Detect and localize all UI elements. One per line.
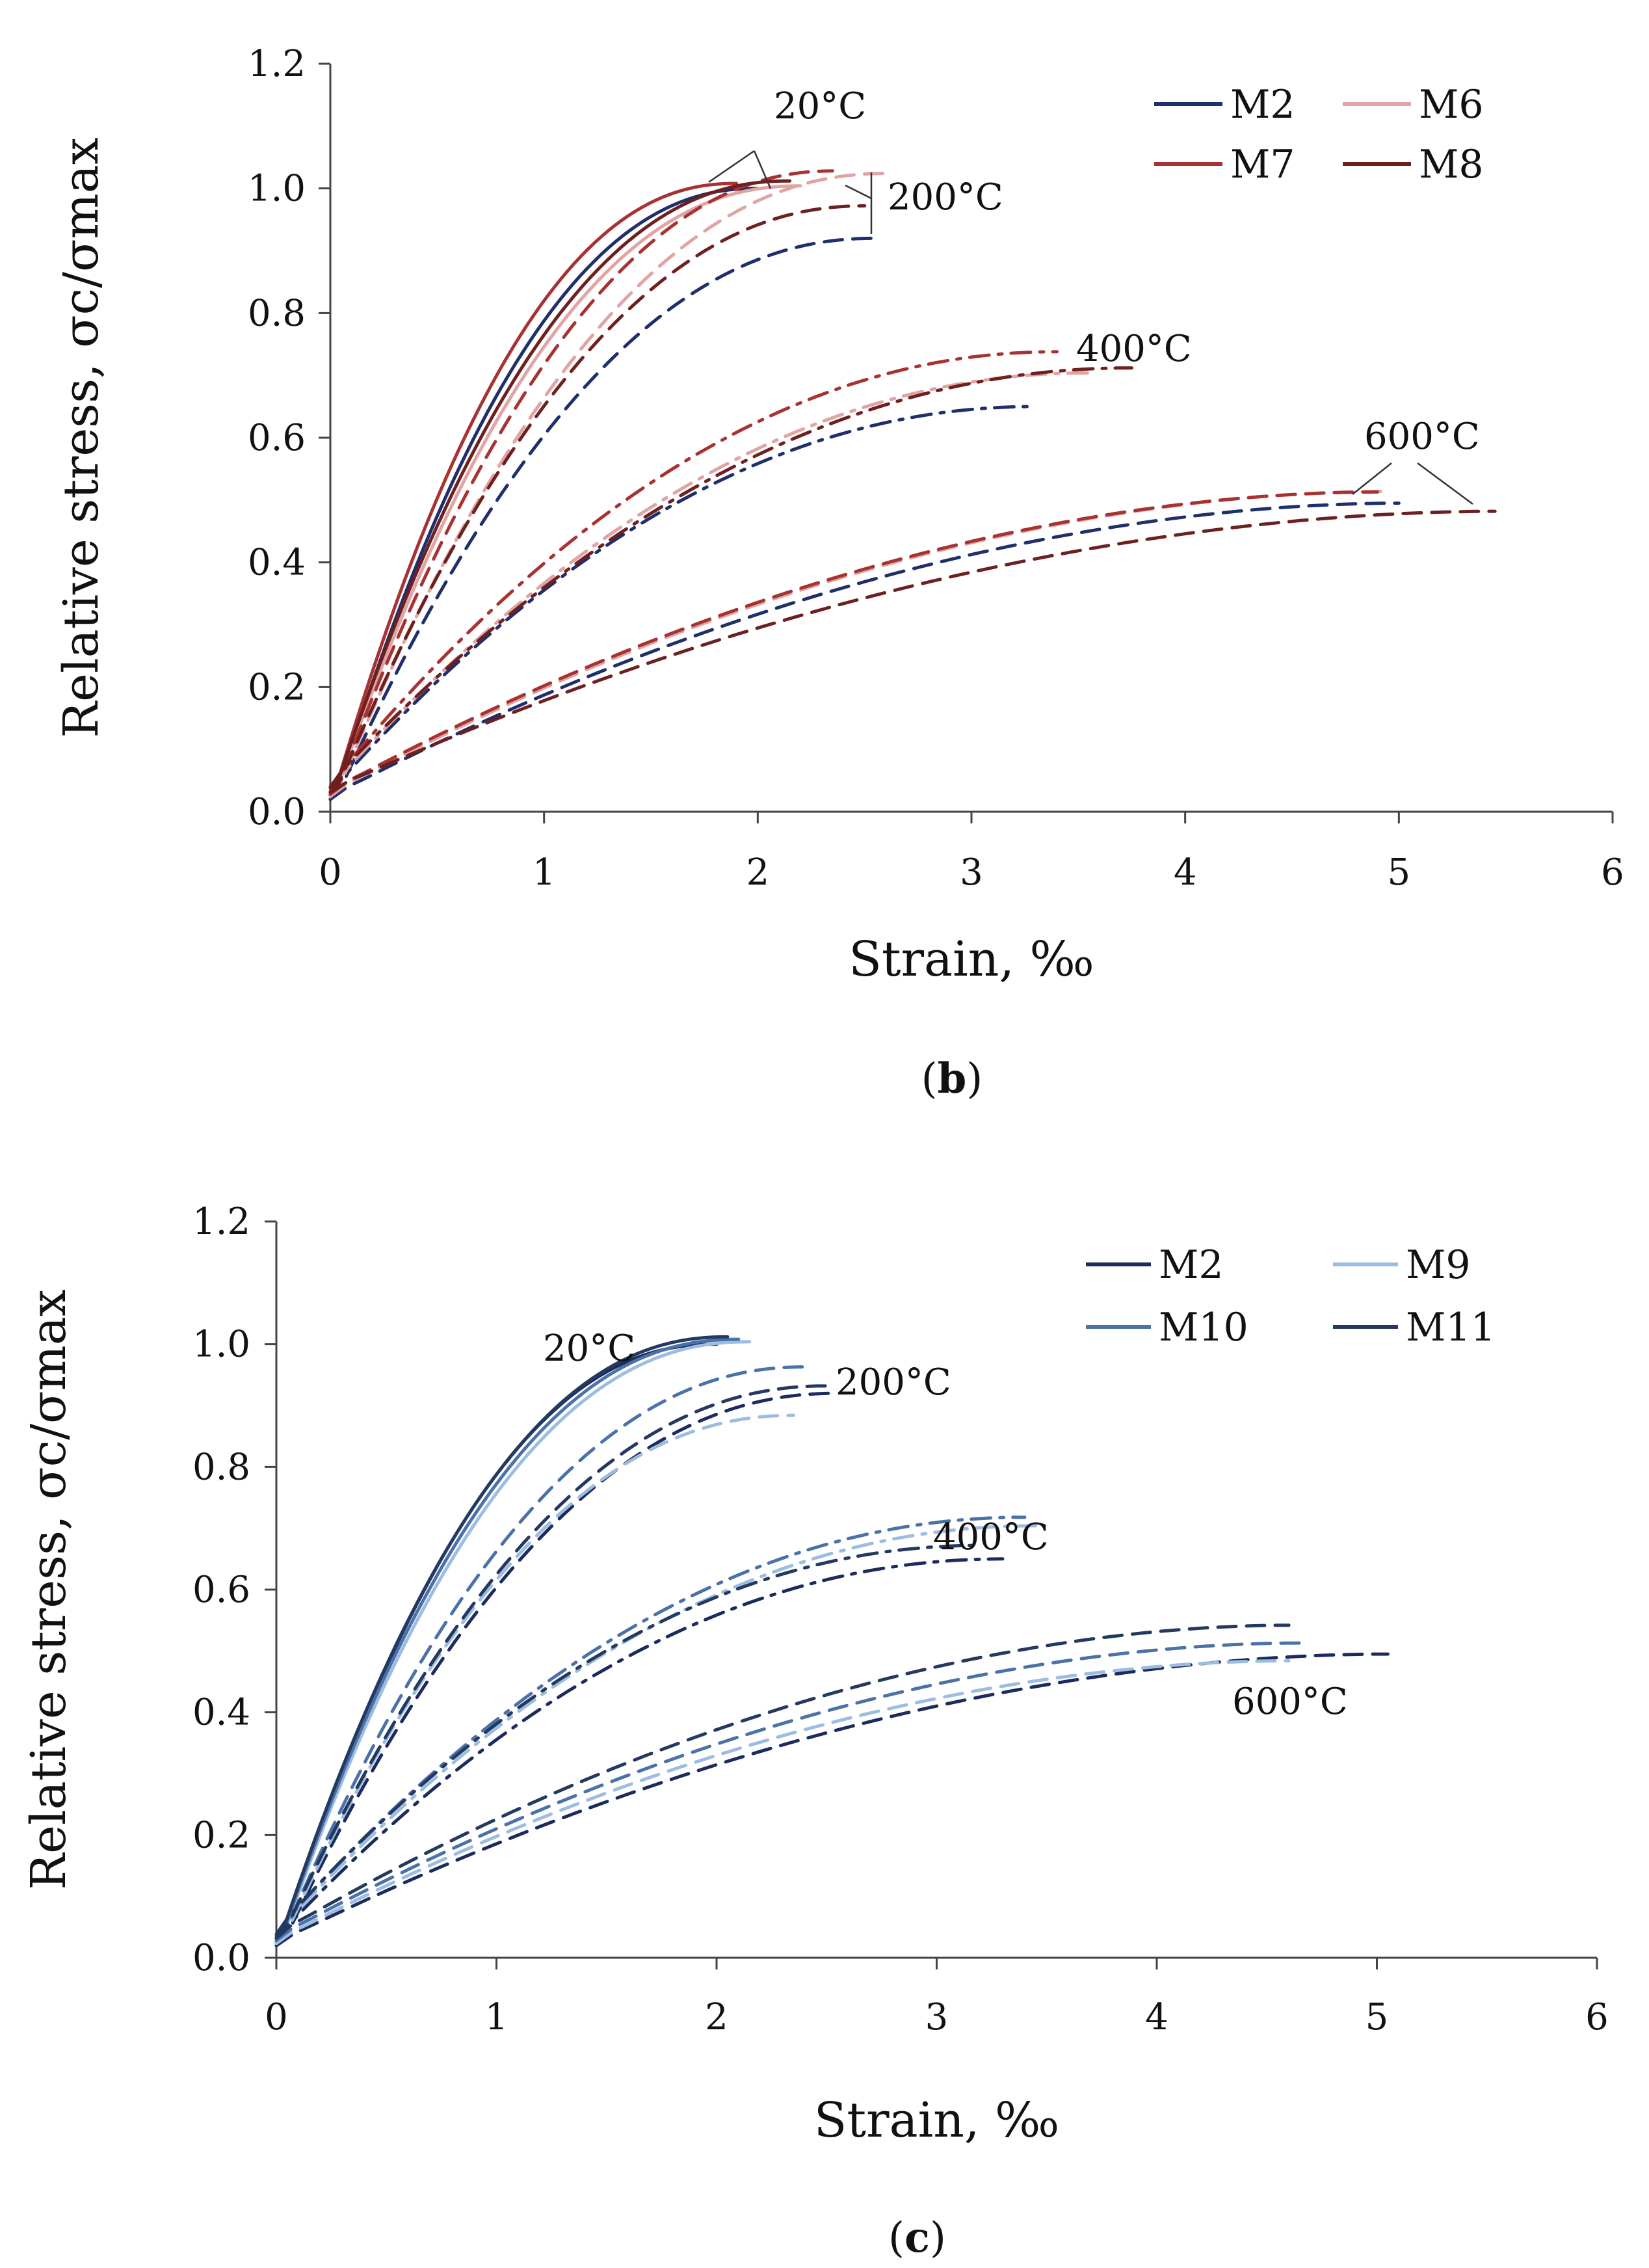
x-tick-label: 0 — [265, 1996, 288, 2038]
legend-entry-m2: M2 — [1230, 82, 1295, 127]
temperature-annotation: 400°C — [1076, 328, 1192, 370]
x-tick-label: 3 — [925, 1996, 949, 2038]
x-tick-label: 4 — [1174, 851, 1197, 894]
panel-caption: (b) — [921, 1054, 983, 1103]
legend-entry-m2: M2 — [1159, 1242, 1224, 1288]
x-tick-label: 5 — [1365, 1996, 1389, 2038]
legend-entry-m10: M10 — [1159, 1305, 1248, 1350]
x-tick-label: 5 — [1388, 851, 1411, 894]
temperature-annotation: 20°C — [774, 85, 866, 127]
x-tick-label: 1 — [533, 851, 556, 894]
x-tick-label: 6 — [1585, 1996, 1609, 2038]
temperature-annotation: 200°C — [888, 176, 1003, 219]
temperature-annotation: 200°C — [836, 1361, 951, 1404]
x-tick-label: 0 — [319, 851, 342, 894]
x-tick-label: 6 — [1601, 851, 1624, 894]
x-tick-label: 2 — [705, 1996, 728, 2038]
caption-letter: b — [938, 1054, 967, 1103]
y-tick-label: 0.0 — [248, 791, 306, 833]
legend-entry-m9: M9 — [1406, 1242, 1471, 1288]
temperature-annotation: 20°C — [543, 1327, 635, 1370]
y-axis-label: Relative stress, σc/σmax — [21, 1289, 77, 1889]
legend-entry-m8: M8 — [1419, 142, 1484, 187]
figure: 0 1 2 3 4 5 6 0.0 0.2 0.4 0.6 0.8 1.0 1.2 Strain, ‰ Rel… — [0, 0, 1649, 2268]
legend-entry-m7: M7 — [1230, 142, 1295, 187]
temperature-annotation: 600°C — [1364, 416, 1480, 458]
legend-entry-m11: M11 — [1406, 1305, 1496, 1350]
x-axis-label: Strain, ‰ — [814, 2092, 1060, 2148]
caption-open-paren: ( — [888, 2214, 904, 2262]
y-tick-label: 0.4 — [192, 1692, 250, 1734]
panel-caption: (c) — [888, 2213, 946, 2262]
caption-close-paren: ) — [930, 2214, 946, 2262]
y-tick-label: 1.2 — [248, 43, 306, 85]
y-tick-label: 0.4 — [248, 542, 306, 584]
y-tick-label: 1.2 — [192, 1201, 250, 1243]
x-tick-label: 2 — [746, 851, 770, 894]
x-axis-label: Strain, ‰ — [849, 931, 1094, 987]
x-tick-label: 3 — [960, 851, 983, 894]
y-tick-label: 0.6 — [192, 1569, 250, 1611]
x-tick-label: 4 — [1145, 1996, 1168, 2038]
temperature-annotation: 600°C — [1232, 1681, 1348, 1723]
x-tick-label: 1 — [485, 1996, 508, 2038]
y-tick-label: 1.0 — [248, 168, 306, 210]
y-tick-label: 0.2 — [248, 666, 306, 708]
y-tick-label: 0.0 — [192, 1937, 250, 1979]
temperature-annotation: 400°C — [933, 1516, 1049, 1558]
caption-letter: c — [904, 2213, 930, 2262]
y-tick-label: 1.0 — [192, 1324, 250, 1366]
legend-entry-m6: M6 — [1419, 82, 1484, 127]
y-tick-label: 0.6 — [248, 417, 306, 459]
y-tick-label: 0.8 — [248, 292, 306, 334]
caption-open-paren: ( — [921, 1055, 938, 1103]
y-tick-label: 0.8 — [192, 1446, 250, 1488]
y-axis-label: Relative stress, σc/σmax — [53, 137, 109, 738]
y-tick-label: 0.2 — [192, 1814, 250, 1856]
caption-close-paren: ) — [966, 1055, 983, 1103]
